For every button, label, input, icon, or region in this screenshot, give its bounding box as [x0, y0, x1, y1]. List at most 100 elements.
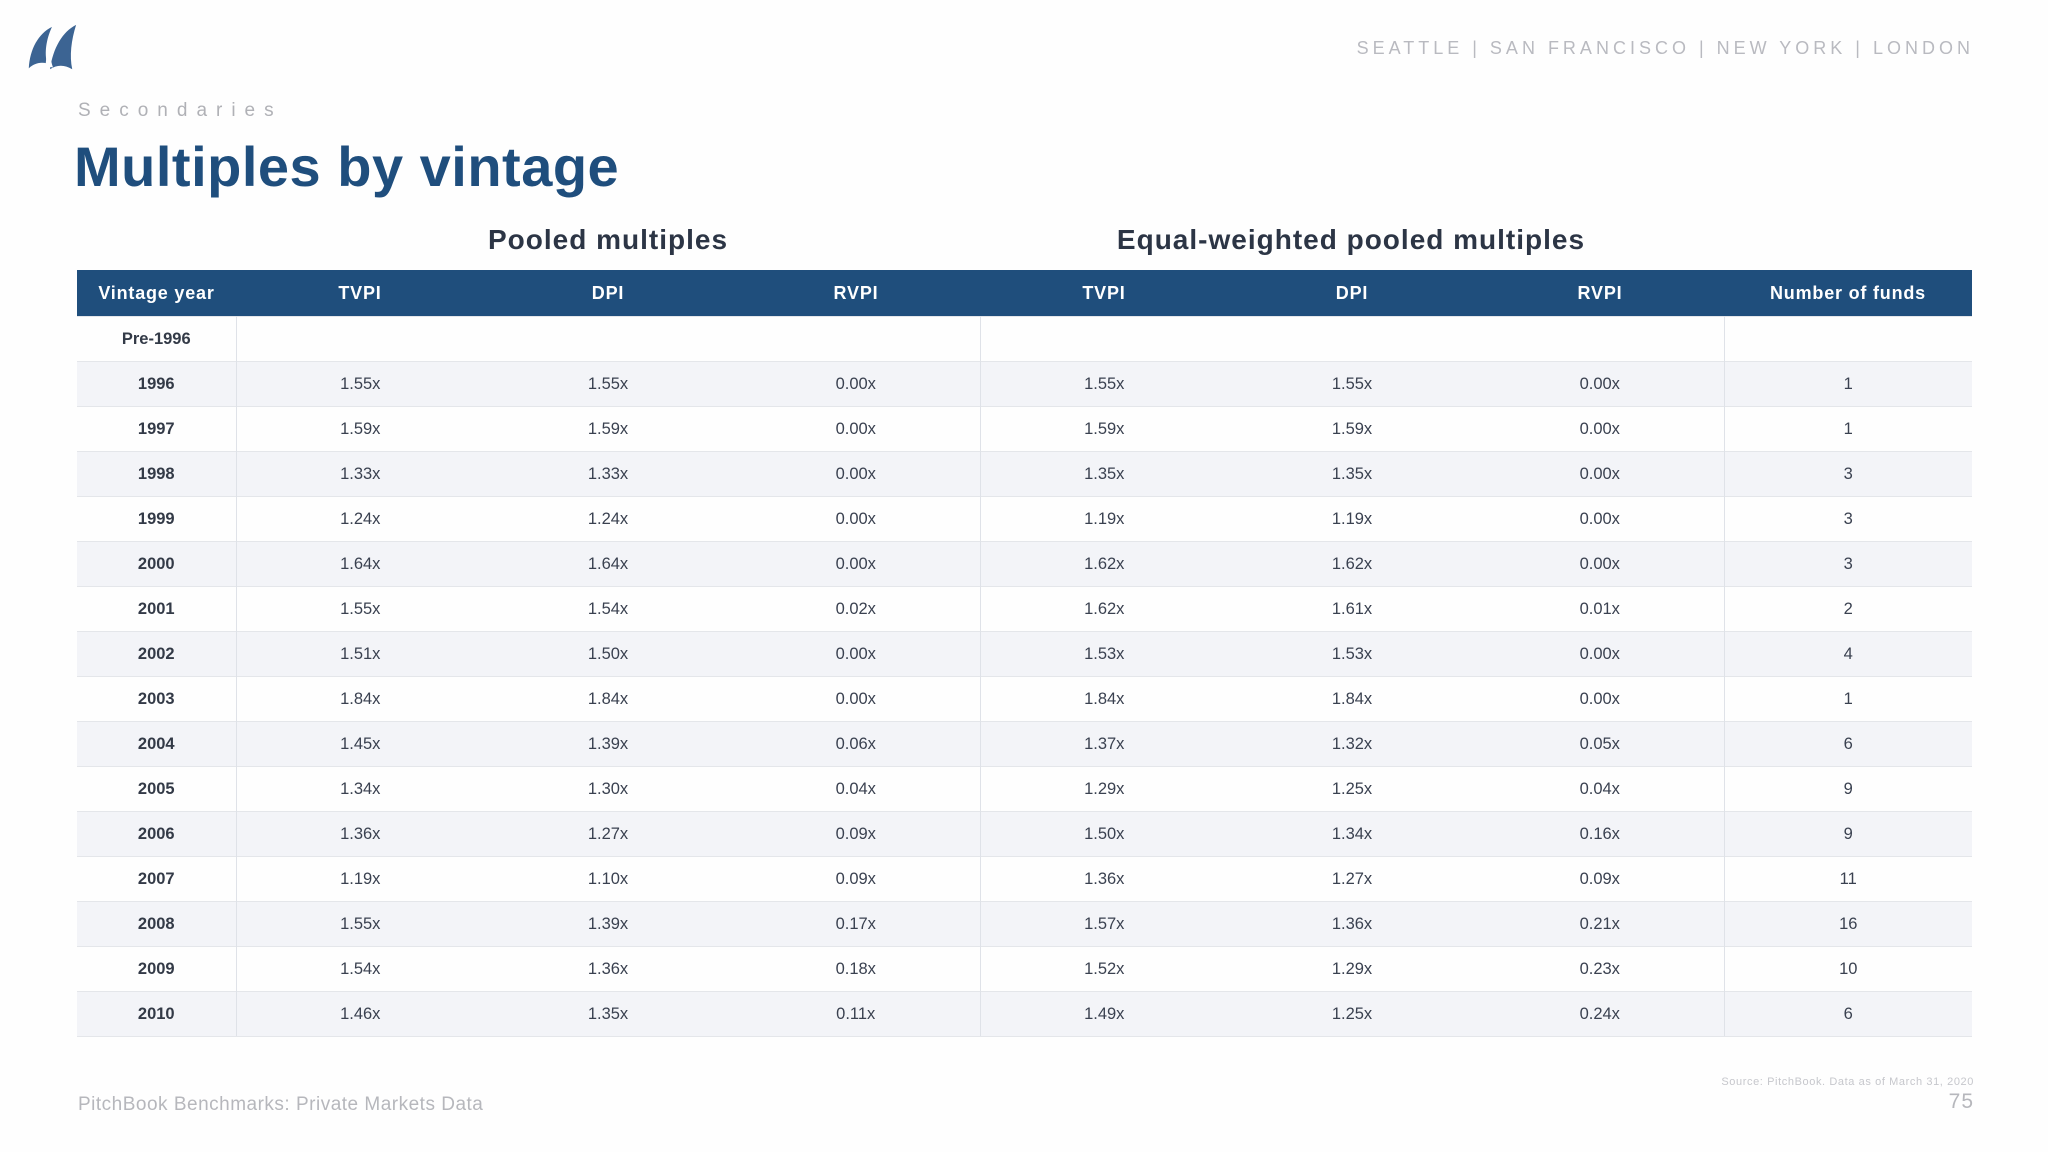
multiple-value-cell: 1.55x [236, 361, 484, 407]
group-header-pooled: Pooled multiples [487, 224, 729, 255]
column-header-ew-dpi: DPI [1228, 270, 1476, 317]
multiple-value-cell: 1.19x [1228, 496, 1476, 542]
two-sails-logo-icon [28, 24, 77, 70]
multiple-value-cell: 0.00x [1476, 676, 1725, 722]
multiple-value-cell: 1.84x [1228, 676, 1476, 722]
multiple-value-cell: 0.00x [732, 541, 981, 587]
multiple-value-cell: 0.00x [732, 676, 981, 722]
multiple-value-cell: 1.35x [980, 451, 1228, 497]
multiple-value-cell: 1.25x [1228, 991, 1476, 1037]
table-row: 2010 1.46x 1.35x 0.11x 1.49x 1.25x 0.24x 6 [77, 991, 1972, 1037]
vintage-year-cell: 1998 [77, 451, 237, 497]
multiple-value-cell: 1.59x [1228, 406, 1476, 452]
multiple-value-cell: 0.00x [1476, 406, 1725, 452]
number-of-funds-cell: 6 [1724, 991, 1972, 1037]
multiple-value-cell: 1.35x [484, 991, 732, 1037]
footer-report-name: PitchBook Benchmarks: Private Markets Da… [78, 1094, 484, 1115]
table-row: Pre-1996 [77, 316, 1972, 362]
vintage-year-cell: 2004 [77, 721, 237, 767]
multiple-value-cell: 0.00x [1476, 631, 1725, 677]
multiple-value-cell: 1.62x [1228, 541, 1476, 587]
multiple-value-cell: 0.17x [732, 901, 981, 947]
vintage-year-cell: 2003 [77, 676, 237, 722]
multiple-value-cell: 1.39x [484, 721, 732, 767]
multiple-value-cell: 0.23x [1476, 946, 1725, 992]
multiple-value-cell: 1.84x [236, 676, 484, 722]
multiple-value-cell: 1.59x [484, 406, 732, 452]
table-row: 1996 1.55x 1.55x 0.00x 1.55x 1.55x 0.00x 1 [77, 361, 1972, 407]
vintage-year-cell: 2000 [77, 541, 237, 587]
multiple-value-cell: 1.49x [980, 991, 1228, 1037]
multiple-value-cell: 1.27x [484, 811, 732, 857]
multiple-value-cell: 0.00x [1476, 451, 1725, 497]
multiple-value-cell: 0.01x [1476, 586, 1725, 632]
multiple-value-cell: 1.34x [236, 766, 484, 812]
vintage-year-cell: 2006 [77, 811, 237, 857]
multiple-value-cell: 0.09x [1476, 856, 1725, 902]
table-body: Pre-1996 1996 1.55x 1.55x 0.00x 1.55x 1.55x 0.0… [77, 316, 1972, 1037]
multiple-value-cell: 1.36x [236, 811, 484, 857]
multiple-value-cell: 1.25x [1228, 766, 1476, 812]
number-of-funds-cell: 1 [1724, 361, 1972, 407]
number-of-funds-cell: 1 [1724, 406, 1972, 452]
multiple-value-cell: 1.64x [236, 541, 484, 587]
multiple-value-cell: 0.00x [732, 361, 981, 407]
multiple-value-cell: 1.54x [484, 586, 732, 632]
table-row: 1999 1.24x 1.24x 0.00x 1.19x 1.19x 0.00x 3 [77, 496, 1972, 542]
column-header-pooled-dpi: DPI [484, 270, 732, 317]
table-row: 2009 1.54x 1.36x 0.18x 1.52x 1.29x 0.23x 10 [77, 946, 1972, 992]
multiple-value-cell: 1.52x [980, 946, 1228, 992]
multiple-value-cell [980, 316, 1228, 362]
vintage-year-cell: 2001 [77, 586, 237, 632]
multiple-value-cell: 1.55x [980, 361, 1228, 407]
multiple-value-cell: 1.55x [1228, 361, 1476, 407]
multiple-value-cell: 0.04x [732, 766, 981, 812]
multiple-value-cell: 1.59x [236, 406, 484, 452]
table-row: 2003 1.84x 1.84x 0.00x 1.84x 1.84x 0.00x 1 [77, 676, 1972, 722]
multiple-value-cell: 1.32x [1228, 721, 1476, 767]
table-row: 2004 1.45x 1.39x 0.06x 1.37x 1.32x 0.05x 6 [77, 721, 1972, 767]
vintage-year-cell: 1999 [77, 496, 237, 542]
multiple-value-cell: 1.39x [484, 901, 732, 947]
multiple-value-cell: 1.19x [236, 856, 484, 902]
multiple-value-cell [236, 316, 484, 362]
table-row: 2002 1.51x 1.50x 0.00x 1.53x 1.53x 0.00x 4 [77, 631, 1972, 677]
multiple-value-cell: 0.00x [732, 406, 981, 452]
multiple-value-cell: 1.84x [980, 676, 1228, 722]
vintage-year-cell: 2008 [77, 901, 237, 947]
multiple-value-cell: 1.53x [1228, 631, 1476, 677]
page-title: Multiples by vintage [74, 135, 620, 198]
multiple-value-cell: 1.37x [980, 721, 1228, 767]
multiple-value-cell: 1.19x [980, 496, 1228, 542]
multiple-value-cell: 1.33x [484, 451, 732, 497]
multiple-value-cell: 1.51x [236, 631, 484, 677]
multiple-value-cell: 0.11x [732, 991, 981, 1037]
multiple-value-cell: 1.64x [484, 541, 732, 587]
multiple-value-cell: 1.59x [980, 406, 1228, 452]
table-row: 2008 1.55x 1.39x 0.17x 1.57x 1.36x 0.21x 16 [77, 901, 1972, 947]
vintage-year-cell: 2002 [77, 631, 237, 677]
multiple-value-cell: 1.29x [1228, 946, 1476, 992]
multiple-value-cell: 1.36x [980, 856, 1228, 902]
multiple-value-cell: 0.18x [732, 946, 981, 992]
multiple-value-cell: 1.57x [980, 901, 1228, 947]
table-row: 1997 1.59x 1.59x 0.00x 1.59x 1.59x 0.00x 1 [77, 406, 1972, 452]
section-eyebrow: Secondaries [78, 100, 283, 121]
multiple-value-cell: 1.55x [236, 901, 484, 947]
multiple-value-cell: 1.35x [1228, 451, 1476, 497]
table-row: 2005 1.34x 1.30x 0.04x 1.29x 1.25x 0.04x 9 [77, 766, 1972, 812]
multiple-value-cell: 0.21x [1476, 901, 1725, 947]
vintage-year-cell: 2005 [77, 766, 237, 812]
source-note: Source: PitchBook. Data as of March 31, … [1721, 1076, 1974, 1088]
multiple-value-cell [732, 316, 981, 362]
number-of-funds-cell [1724, 316, 1972, 362]
number-of-funds-cell: 6 [1724, 721, 1972, 767]
multiple-value-cell: 1.36x [484, 946, 732, 992]
column-header-pooled-tvpi: TVPI [236, 270, 484, 317]
multiple-value-cell: 0.06x [732, 721, 981, 767]
multiple-value-cell: 1.24x [484, 496, 732, 542]
multiple-value-cell: 1.10x [484, 856, 732, 902]
multiple-value-cell: 1.29x [980, 766, 1228, 812]
multiple-value-cell: 1.62x [980, 586, 1228, 632]
multiple-value-cell: 1.36x [1228, 901, 1476, 947]
